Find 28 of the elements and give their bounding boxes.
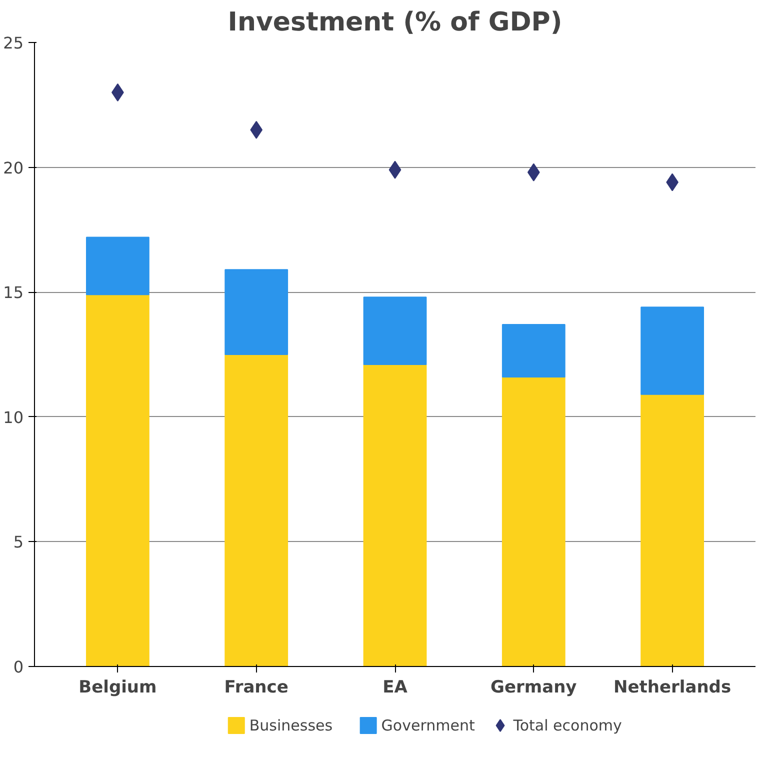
bar xyxy=(363,364,427,666)
bar xyxy=(502,324,566,378)
legend-label: Businesses xyxy=(249,716,333,734)
legend-label: Government xyxy=(381,716,475,734)
y-tick-label: 20 xyxy=(3,158,24,178)
bar xyxy=(640,306,704,395)
y-tick-label: 10 xyxy=(3,408,24,427)
bar xyxy=(363,296,427,365)
bar xyxy=(86,236,150,296)
y-tick-label: 5 xyxy=(13,532,24,552)
bar xyxy=(224,354,288,666)
x-tick-label: Germany xyxy=(490,678,577,698)
bar xyxy=(224,269,288,355)
point xyxy=(388,160,402,179)
y-tick-label: 0 xyxy=(13,658,24,676)
x-tick-label: Belgium xyxy=(78,678,157,698)
x-tick-label: Netherlands xyxy=(614,678,732,698)
y-tick-label: 15 xyxy=(3,283,24,302)
bar xyxy=(502,376,566,666)
legend-label: Total economy xyxy=(512,716,622,734)
point xyxy=(250,120,263,139)
bar xyxy=(640,394,704,666)
x-tick-label: EA xyxy=(382,678,408,698)
chart-title: Investment (% of GDP) xyxy=(228,8,562,38)
y-tick-label: 25 xyxy=(3,34,24,52)
x-tick-label: France xyxy=(224,678,288,698)
bar xyxy=(86,294,150,666)
point xyxy=(527,163,540,182)
